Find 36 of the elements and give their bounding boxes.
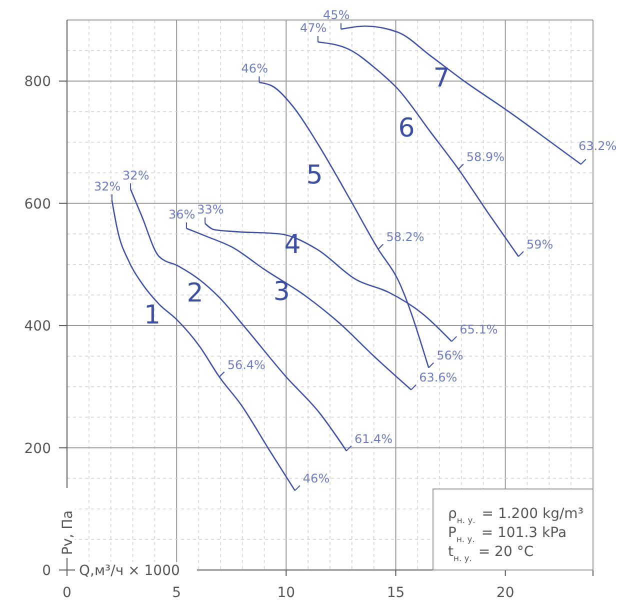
annotation: 46% xyxy=(241,61,268,76)
annotation: 65.1% xyxy=(460,322,498,336)
x-tick-label: 20 xyxy=(496,585,514,601)
annotation: 56.4% xyxy=(227,358,266,372)
x-tick-label: 10 xyxy=(277,585,296,601)
y-tick-label: 800 xyxy=(24,74,51,90)
series-label: 2 xyxy=(186,278,204,308)
annotation: 58.9% xyxy=(466,150,505,164)
annotation: 46% xyxy=(302,472,330,486)
annotation: t$_{н. у.}$ = 20 °C xyxy=(448,544,534,563)
annotation: 33% xyxy=(197,202,224,216)
annotation: 32% xyxy=(94,179,121,194)
series-label: 6 xyxy=(398,113,415,144)
annotation: ρ$_{н. у.}$ = 1.200 kg/m³ xyxy=(448,506,584,525)
y-tick-label: 400 xyxy=(24,318,51,335)
x-tick-label: 5 xyxy=(172,585,182,601)
annotation: 63.6% xyxy=(419,370,458,385)
series-label: 4 xyxy=(284,230,301,260)
annotation: 61.4% xyxy=(354,432,393,446)
x-tick-label: 15 xyxy=(386,585,405,601)
x-tick-label: 0 xyxy=(62,585,72,601)
annotation: 32% xyxy=(122,168,150,182)
x-axis-title: Q,м³/ч × 1000 xyxy=(79,563,180,579)
annotation: 59% xyxy=(526,238,554,252)
annotation: 45% xyxy=(323,8,350,22)
series-label: 3 xyxy=(273,277,290,308)
y-tick-label: 0 xyxy=(42,563,51,579)
y-tick-label: 600 xyxy=(24,196,51,212)
series-label: 5 xyxy=(306,160,323,190)
y-axis-title: Pv, Па xyxy=(60,510,76,555)
annotation: 47% xyxy=(300,21,327,35)
annotation: P$_{н. у.}$ = 101.3 kPa xyxy=(448,525,567,544)
annotation: 56% xyxy=(436,348,464,363)
series-label: 1 xyxy=(144,300,161,330)
y-tick-label: 200 xyxy=(24,440,51,457)
series-label: 7 xyxy=(433,63,450,94)
